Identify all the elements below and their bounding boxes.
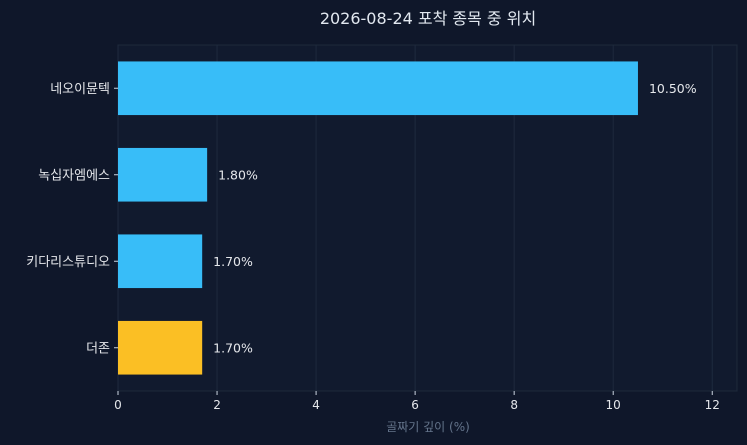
x-axis-title: 골짜기 깊이 (%) <box>386 420 470 434</box>
x-tick-label: 12 <box>705 398 720 412</box>
bar <box>118 61 638 116</box>
category-label: 네오이뮨텍 <box>50 82 110 97</box>
bar <box>118 320 203 375</box>
x-tick-label: 0 <box>114 398 122 412</box>
category-label: 키다리스튜디오 <box>26 255 110 270</box>
bar <box>118 234 203 289</box>
x-tick-label: 10 <box>606 398 621 412</box>
chart-title: 2026-08-24 포착 종목 중 위치 <box>320 9 536 28</box>
x-tick-label: 2 <box>213 398 221 412</box>
value-label: 1.70% <box>213 340 253 355</box>
value-label: 1.80% <box>218 167 258 182</box>
x-tick-label: 6 <box>411 398 419 412</box>
value-label: 1.70% <box>213 254 253 269</box>
bar <box>118 147 208 202</box>
category-label: 녹십자엠에스 <box>38 168 110 183</box>
bars: 10.50% 1.80% 1.70% 1.70% <box>118 61 697 375</box>
x-tick-label: 8 <box>510 398 518 412</box>
x-tick-label: 4 <box>312 398 320 412</box>
value-label: 10.50% <box>649 81 697 96</box>
category-label: 더존 <box>86 341 110 356</box>
